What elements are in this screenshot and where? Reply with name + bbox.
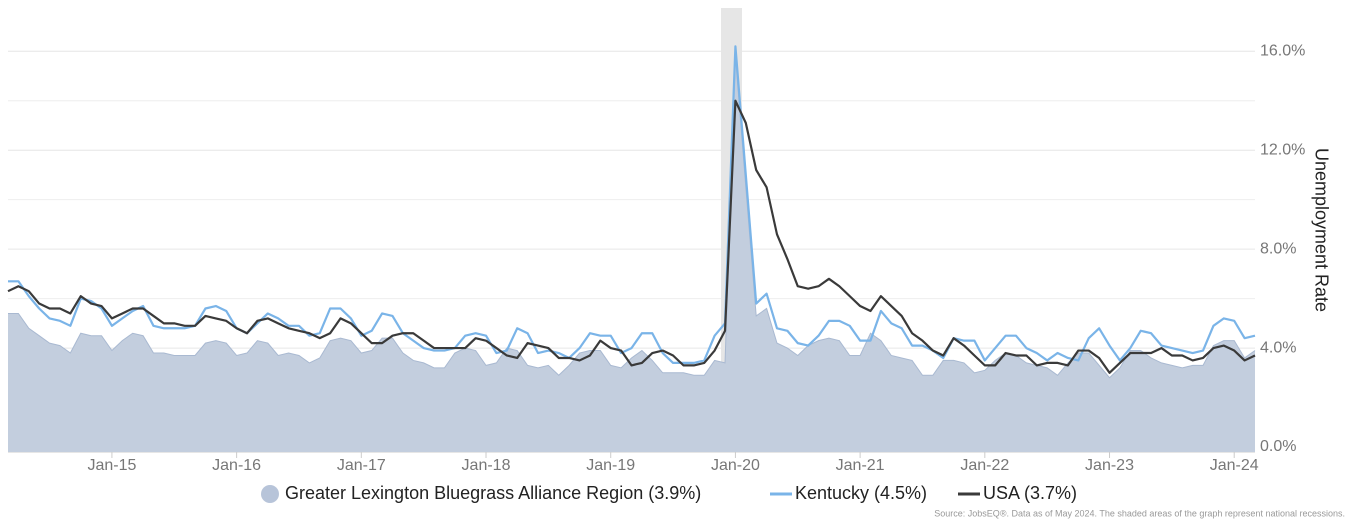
y-tick-label: 0.0% bbox=[1260, 438, 1296, 455]
line bbox=[7, 99, 1256, 374]
area-edge bbox=[8, 56, 1256, 379]
y-tick-label: 12.0% bbox=[1260, 141, 1305, 158]
legend-label: Kentucky (4.5%) bbox=[795, 483, 927, 503]
x-tick-label: Jan-16 bbox=[212, 457, 261, 474]
y-tick-label: 8.0% bbox=[1260, 240, 1296, 257]
legend-marker bbox=[261, 485, 279, 503]
area bbox=[8, 56, 1255, 452]
x-tick-label: Jan-21 bbox=[836, 457, 885, 474]
x-tick-label: Jan-18 bbox=[462, 457, 511, 474]
x-tick-label: Jan-23 bbox=[1085, 457, 1134, 474]
y-axis-label: Unemployment Rate bbox=[1311, 148, 1331, 312]
x-tick-label: Jan-24 bbox=[1210, 457, 1259, 474]
legend-label: Greater Lexington Bluegrass Alliance Reg… bbox=[285, 483, 701, 503]
x-tick-label: Jan-19 bbox=[586, 457, 635, 474]
x-tick-label: Jan-22 bbox=[960, 457, 1009, 474]
y-tick-label: 4.0% bbox=[1260, 339, 1296, 356]
y-tick-label: 16.0% bbox=[1260, 43, 1305, 60]
legend-label: USA (3.7%) bbox=[983, 483, 1077, 503]
x-tick-label: Jan-20 bbox=[711, 457, 760, 474]
x-tick-label: Jan-15 bbox=[87, 457, 136, 474]
line bbox=[8, 45, 1256, 365]
source-note: Source: JobsEQ®. Data as of May 2024. Th… bbox=[934, 508, 1345, 518]
x-tick-label: Jan-17 bbox=[337, 457, 386, 474]
